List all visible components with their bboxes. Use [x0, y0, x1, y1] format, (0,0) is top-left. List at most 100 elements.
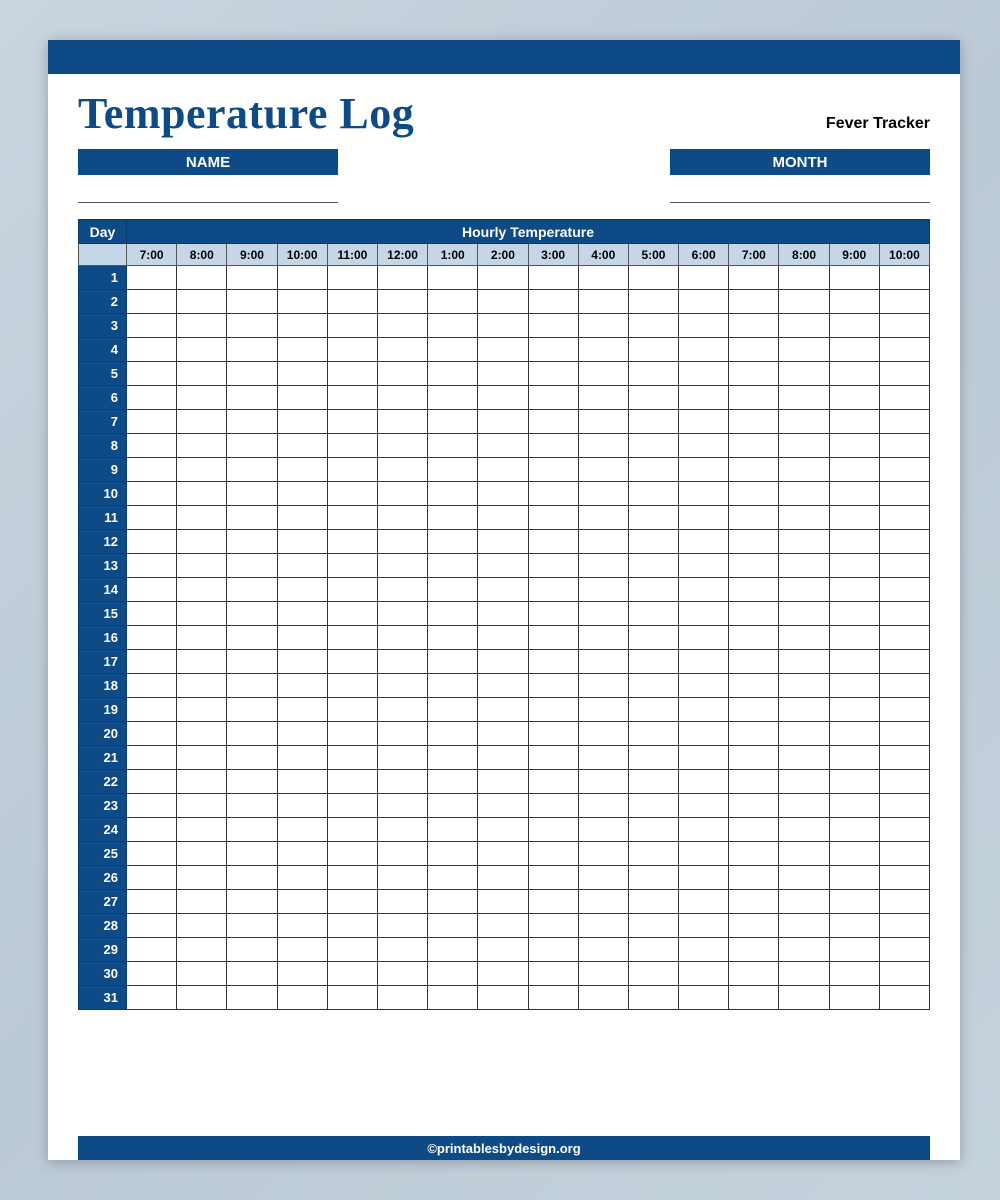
value-cell[interactable] [679, 698, 729, 722]
value-cell[interactable] [628, 794, 678, 818]
value-cell[interactable] [779, 674, 829, 698]
value-cell[interactable] [628, 362, 678, 386]
value-cell[interactable] [177, 914, 227, 938]
value-cell[interactable] [829, 962, 879, 986]
value-cell[interactable] [127, 890, 177, 914]
value-cell[interactable] [277, 482, 327, 506]
value-cell[interactable] [177, 842, 227, 866]
value-cell[interactable] [779, 818, 829, 842]
value-cell[interactable] [428, 818, 478, 842]
value-cell[interactable] [327, 530, 377, 554]
value-cell[interactable] [327, 722, 377, 746]
value-cell[interactable] [779, 266, 829, 290]
value-cell[interactable] [578, 602, 628, 626]
value-cell[interactable] [327, 650, 377, 674]
value-cell[interactable] [277, 650, 327, 674]
value-cell[interactable] [327, 554, 377, 578]
value-cell[interactable] [779, 530, 829, 554]
value-cell[interactable] [277, 914, 327, 938]
value-cell[interactable] [729, 434, 779, 458]
value-cell[interactable] [779, 362, 829, 386]
value-cell[interactable] [478, 602, 528, 626]
value-cell[interactable] [127, 458, 177, 482]
value-cell[interactable] [227, 530, 277, 554]
value-cell[interactable] [578, 314, 628, 338]
value-cell[interactable] [127, 530, 177, 554]
value-cell[interactable] [879, 482, 929, 506]
value-cell[interactable] [377, 266, 427, 290]
value-cell[interactable] [177, 818, 227, 842]
value-cell[interactable] [428, 986, 478, 1010]
value-cell[interactable] [829, 410, 879, 434]
value-cell[interactable] [729, 554, 779, 578]
value-cell[interactable] [177, 266, 227, 290]
value-cell[interactable] [628, 650, 678, 674]
value-cell[interactable] [729, 338, 779, 362]
value-cell[interactable] [377, 818, 427, 842]
value-cell[interactable] [127, 674, 177, 698]
value-cell[interactable] [528, 938, 578, 962]
value-cell[interactable] [428, 386, 478, 410]
value-cell[interactable] [377, 386, 427, 410]
value-cell[interactable] [628, 626, 678, 650]
value-cell[interactable] [729, 818, 779, 842]
value-cell[interactable] [879, 458, 929, 482]
value-cell[interactable] [377, 434, 427, 458]
value-cell[interactable] [478, 842, 528, 866]
value-cell[interactable] [227, 890, 277, 914]
value-cell[interactable] [377, 650, 427, 674]
value-cell[interactable] [829, 890, 879, 914]
value-cell[interactable] [277, 818, 327, 842]
value-cell[interactable] [428, 482, 478, 506]
value-cell[interactable] [227, 722, 277, 746]
value-cell[interactable] [829, 290, 879, 314]
value-cell[interactable] [679, 386, 729, 410]
value-cell[interactable] [528, 434, 578, 458]
value-cell[interactable] [729, 938, 779, 962]
value-cell[interactable] [177, 698, 227, 722]
value-cell[interactable] [528, 674, 578, 698]
value-cell[interactable] [327, 962, 377, 986]
value-cell[interactable] [177, 866, 227, 890]
value-cell[interactable] [528, 410, 578, 434]
value-cell[interactable] [428, 794, 478, 818]
value-cell[interactable] [478, 386, 528, 410]
value-cell[interactable] [879, 530, 929, 554]
value-cell[interactable] [879, 818, 929, 842]
value-cell[interactable] [679, 866, 729, 890]
value-cell[interactable] [428, 290, 478, 314]
value-cell[interactable] [327, 698, 377, 722]
value-cell[interactable] [127, 338, 177, 362]
value-cell[interactable] [528, 722, 578, 746]
value-cell[interactable] [377, 986, 427, 1010]
value-cell[interactable] [729, 458, 779, 482]
value-cell[interactable] [428, 602, 478, 626]
value-cell[interactable] [729, 266, 779, 290]
value-cell[interactable] [277, 962, 327, 986]
value-cell[interactable] [879, 962, 929, 986]
value-cell[interactable] [729, 530, 779, 554]
value-cell[interactable] [879, 866, 929, 890]
value-cell[interactable] [277, 314, 327, 338]
value-cell[interactable] [628, 482, 678, 506]
value-cell[interactable] [578, 914, 628, 938]
value-cell[interactable] [478, 482, 528, 506]
value-cell[interactable] [779, 578, 829, 602]
value-cell[interactable] [377, 410, 427, 434]
value-cell[interactable] [227, 602, 277, 626]
value-cell[interactable] [729, 986, 779, 1010]
value-cell[interactable] [528, 746, 578, 770]
value-cell[interactable] [227, 746, 277, 770]
value-cell[interactable] [578, 410, 628, 434]
value-cell[interactable] [227, 866, 277, 890]
value-cell[interactable] [277, 386, 327, 410]
value-cell[interactable] [327, 386, 377, 410]
value-cell[interactable] [127, 554, 177, 578]
value-cell[interactable] [227, 458, 277, 482]
value-cell[interactable] [829, 794, 879, 818]
value-cell[interactable] [829, 266, 879, 290]
value-cell[interactable] [879, 650, 929, 674]
value-cell[interactable] [729, 842, 779, 866]
value-cell[interactable] [177, 890, 227, 914]
value-cell[interactable] [127, 722, 177, 746]
